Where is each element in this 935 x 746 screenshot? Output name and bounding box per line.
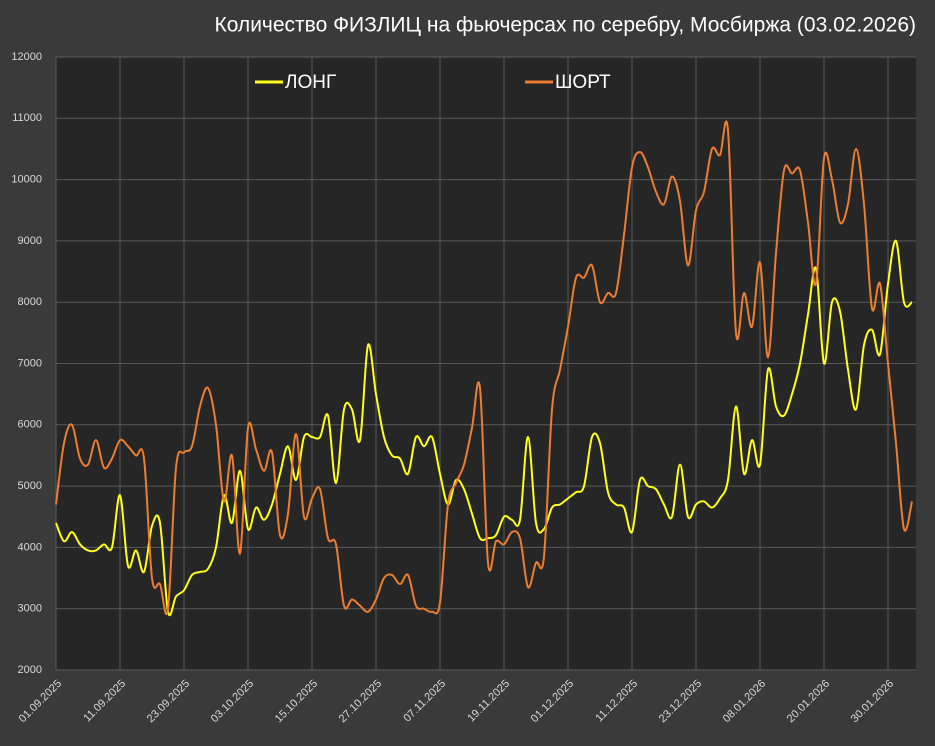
y-tick-label: 10000 <box>11 174 42 186</box>
chart-title: Количество ФИЗЛИЦ на фьючерсах по серебр… <box>214 14 916 37</box>
y-tick-label: 11000 <box>12 112 42 124</box>
y-tick-label: 6000 <box>18 419 42 431</box>
y-tick-label: 9000 <box>18 235 42 247</box>
y-tick-label: 7000 <box>18 357 42 369</box>
y-tick-label: 4000 <box>18 541 42 553</box>
y-tick-label: 12000 <box>11 51 42 63</box>
y-tick-label: 8000 <box>18 296 42 308</box>
legend-label: ШОРТ <box>555 72 611 93</box>
line-series <box>55 120 913 616</box>
legend-label: ЛОНГ <box>285 72 336 93</box>
y-tick-label: 2000 <box>18 664 42 676</box>
y-tick-label: 3000 <box>18 603 42 615</box>
y-tick-label: 5000 <box>18 480 42 492</box>
